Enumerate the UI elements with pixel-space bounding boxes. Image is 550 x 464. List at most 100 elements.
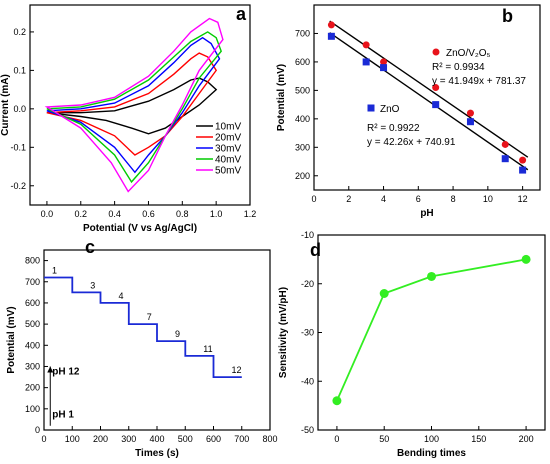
cv-curve-50mV [44, 17, 224, 193]
y-axis-label: Potential (mV) [276, 64, 287, 131]
cv-curve-40mV [46, 31, 222, 184]
x-tick-label: 300 [121, 434, 136, 444]
legend-label: 40mV [215, 155, 241, 166]
y-tick-label: 700 [25, 277, 40, 287]
y-tick-label: -20 [301, 279, 314, 289]
data-point-square [501, 155, 509, 163]
x-tick-label: 500 [178, 434, 193, 444]
step-ph-label: 1 [52, 266, 57, 276]
x-tick-label: 0.2 [75, 209, 88, 219]
legend-marker-circle [432, 48, 440, 56]
y-tick-label: 300 [25, 361, 40, 371]
r2-annotation: R² = 0.9934 [432, 62, 485, 73]
x-axis-label: Bending times [397, 448, 466, 459]
y-tick-label: -50 [301, 425, 314, 435]
step-potential-line [44, 276, 242, 378]
y-axis-label: Current (mA) [0, 74, 11, 136]
cv-curve-20mV [46, 52, 218, 156]
x-tick-label: 0 [311, 194, 316, 204]
y-tick-label: -10 [301, 230, 314, 240]
sensitivity-point [427, 271, 436, 281]
x-tick-label: 50 [379, 434, 389, 444]
y-tick-label: 600 [295, 57, 310, 67]
sensitivity-point [379, 289, 389, 298]
legend-label: 10mV [215, 122, 241, 133]
ph-high-label: pH 12 [52, 366, 80, 377]
y-axis-label: Potential (mV) [6, 306, 17, 373]
panel-a: a 0.0 0.2 0.4 0.6 0.8 1.0 1.2 -0.2 -0.1 0.0 0.1 0.2… [0, 4, 256, 234]
y-tick-label: 300 [295, 142, 310, 152]
x-tick-label: 2 [346, 194, 351, 204]
x-tick-label: 600 [206, 434, 221, 444]
step-ph-label: 4 [119, 291, 124, 301]
x-tick-label: 0.0 [41, 209, 54, 219]
x-tick-label: 200 [519, 434, 534, 444]
plot-frame [317, 234, 546, 431]
x-tick-label: 0.6 [142, 209, 155, 219]
data-point-square [327, 32, 335, 40]
y-tick-label: 400 [295, 114, 310, 124]
panel-c: c 0 100 200 300 400 500 600 700 800 0 100 200 300 400… [6, 237, 278, 459]
x-tick-label: 12 [518, 194, 528, 204]
x-tick-label: 100 [65, 434, 80, 444]
x-tick-label: 150 [471, 434, 486, 444]
x-tick-label: 100 [424, 434, 439, 444]
x-tick-label: 200 [93, 434, 108, 444]
legend-label: 50mV [215, 166, 241, 177]
y-tick-label: 0.1 [13, 65, 26, 75]
panel-b-label: b [502, 6, 513, 26]
y-tick-label: 800 [25, 256, 40, 266]
panel-a-label: a [236, 4, 247, 24]
data-point-square [432, 101, 440, 109]
panel-d: d 0 50 100 150 200 -50 -40 -30 -20 -10 Bending tim… [278, 230, 546, 459]
legend-label: ZnO [380, 104, 400, 115]
y-tick-label: 200 [295, 171, 310, 181]
data-point-circle [362, 41, 370, 49]
equation-annotation: y = 41.949x + 781.37 [432, 76, 526, 87]
sensitivity-point [521, 254, 531, 264]
x-axis-label: Potential (V vs Ag/AgCl) [83, 223, 197, 234]
legend-marker-square [367, 104, 375, 112]
y-tick-label: 600 [25, 298, 40, 308]
data-point-square [519, 166, 527, 174]
y-tick-label: -0.2 [10, 181, 26, 191]
y-tick-label: 100 [25, 404, 40, 414]
x-tick-label: 1.2 [244, 209, 257, 219]
legend-label: ZnO/V₂O₅ [446, 48, 491, 59]
data-point-circle [501, 140, 509, 148]
sensitivity-point [332, 396, 342, 406]
x-tick-label: 0 [334, 434, 339, 444]
y-tick-label: 0.2 [13, 27, 26, 37]
plot-frame [29, 4, 251, 206]
data-point-square [380, 64, 388, 72]
data-point-circle [380, 58, 388, 66]
y-tick-label: 0 [35, 425, 40, 435]
x-axis-label: Times (s) [135, 448, 179, 459]
x-tick-label: 0.4 [108, 209, 121, 219]
x-tick-label: 0 [41, 434, 46, 444]
step-ph-label: 3 [90, 280, 95, 290]
x-tick-label: 6 [416, 194, 421, 204]
x-tick-label: 8 [451, 194, 456, 204]
x-tick-label: 4 [381, 194, 386, 204]
fit-line [329, 32, 529, 171]
data-point-circle [466, 109, 474, 117]
data-point-circle [519, 156, 527, 164]
x-tick-label: 10 [483, 194, 493, 204]
y-tick-label: 700 [295, 28, 310, 38]
legend-label: 30mV [215, 144, 241, 155]
sensitivity-line [336, 258, 527, 402]
data-point-square [466, 118, 474, 126]
y-tick-label: 500 [295, 85, 310, 95]
arrow-up-icon [47, 366, 54, 373]
legend-label: 20mV [215, 133, 241, 144]
data-point-square [362, 58, 370, 66]
y-axis-label: Sensitivity (mV/pH) [278, 287, 289, 378]
x-tick-label: 400 [149, 434, 164, 444]
panel-c-label: c [85, 237, 95, 257]
panel-d-label: d [310, 240, 321, 260]
y-tick-label: -40 [301, 376, 314, 386]
x-tick-label: 1.0 [210, 209, 223, 219]
plot-frame [313, 4, 541, 191]
